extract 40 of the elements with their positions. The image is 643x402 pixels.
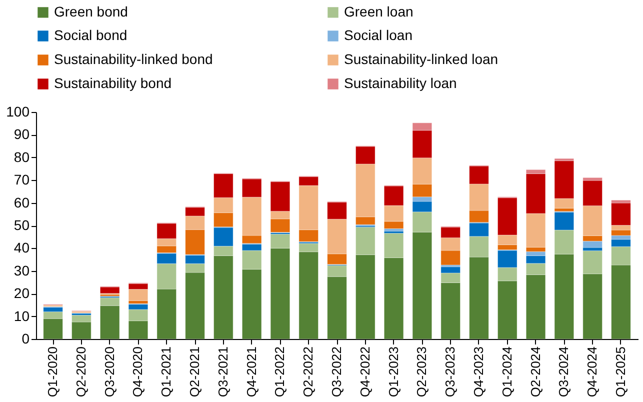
y-tick-label: 20: [14, 285, 30, 302]
y-tick-label: 60: [14, 194, 30, 210]
x-tick-label: Q3-2022: [329, 346, 344, 398]
x-tick-label: Q1-2024: [499, 346, 514, 398]
y-tick-label: 90: [14, 126, 30, 142]
x-tick-label: Q3-2024: [556, 346, 572, 398]
x-tick-label: Q2-2023: [414, 346, 430, 398]
x-tick-label: Q3-2020: [102, 346, 117, 398]
x-tick-label: Q3-2023: [442, 346, 458, 398]
x-tick-label: Q1-2021: [158, 346, 174, 398]
legend-label: Social bond: [54, 27, 128, 43]
x-tick-label: Q1-2022: [272, 346, 288, 398]
x-tick-label: Q2-2022: [300, 346, 316, 398]
legend-label: Sustainability loan: [344, 75, 457, 91]
y-tick-label: 100: [6, 104, 30, 120]
x-tick-label: Q1-2020: [45, 346, 60, 398]
y-tick-label: 30: [14, 262, 30, 278]
x-tick-label: Q2-2021: [187, 346, 202, 398]
x-tick-label: Q2-2020: [73, 346, 88, 398]
legend-label: Green loan: [344, 3, 414, 20]
legend-label: Green bond: [54, 3, 128, 20]
x-tick-label: Q4-2023: [470, 346, 486, 398]
y-tick-label: 50: [14, 217, 30, 233]
x-tick-label: Q4-2020: [130, 346, 146, 398]
y-tick-label: 70: [14, 172, 30, 188]
x-tick-label: Q2-2024: [528, 346, 543, 398]
y-tick-label: 40: [14, 240, 30, 256]
legend-label: Social loan: [344, 27, 412, 43]
y-tick-label: 10: [14, 308, 30, 324]
x-tick-label: Q4-2024: [584, 346, 600, 398]
x-tick-label: Q4-2022: [357, 346, 372, 398]
y-tick-label: 0: [22, 330, 30, 346]
legend-label: Sustainability-linked bond: [54, 51, 213, 67]
x-tick-label: Q1-2023: [386, 346, 401, 398]
x-tick-label: Q1-2025: [612, 346, 628, 398]
legend-label: Sustainability-linked loan: [344, 51, 498, 67]
y-tick-label: 80: [14, 148, 30, 165]
legend-label: Sustainability bond: [54, 75, 172, 91]
x-tick-label: Q3-2021: [215, 346, 230, 398]
x-tick-label: Q4-2021: [244, 346, 259, 398]
